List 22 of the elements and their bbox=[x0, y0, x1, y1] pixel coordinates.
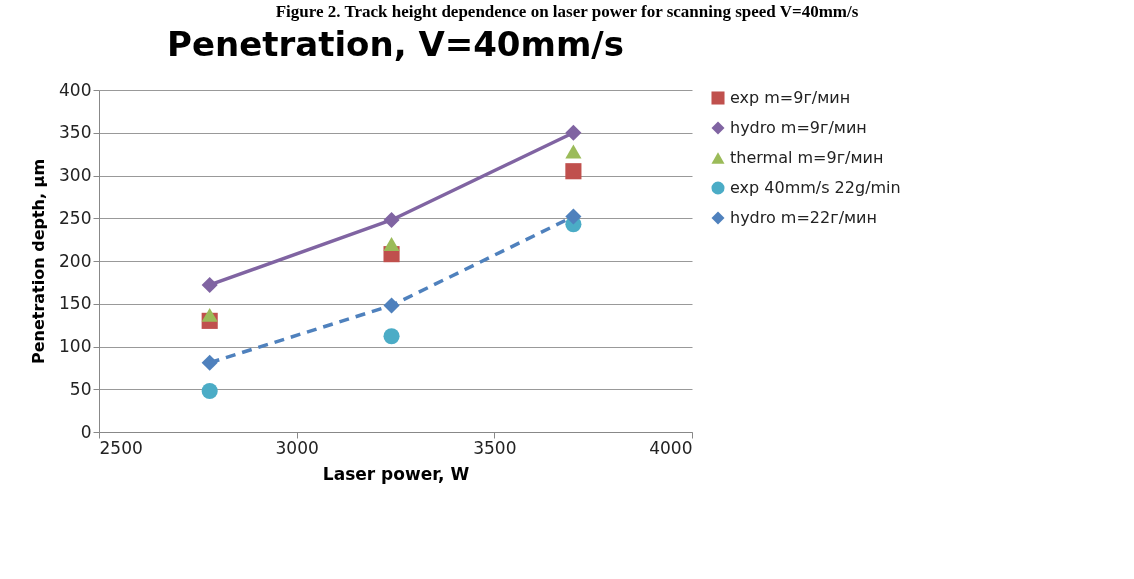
legend-label: exp m=9г/мин bbox=[730, 88, 851, 107]
legend-label: hydro m=9г/мин bbox=[730, 118, 867, 137]
legend-label: exp 40mm/s 22g/min bbox=[730, 178, 901, 197]
legend-label: hydro m=22г/мин bbox=[730, 208, 877, 227]
y-tick-label: 400 bbox=[59, 79, 92, 100]
x-tick-label: 4000 bbox=[649, 437, 693, 458]
y-tick-label: 100 bbox=[59, 336, 92, 356]
y-tick-label: 50 bbox=[69, 378, 92, 399]
legend-label: thermal m=9г/мин bbox=[730, 148, 884, 167]
caption: Figure 2. Track height dependence on laser power for scanning speed V=40mm/s bbox=[274, 2, 860, 22]
y-tick-label: 150 bbox=[59, 293, 92, 314]
x-tick-label: 3500 bbox=[473, 437, 517, 458]
y-tick-label: 0 bbox=[80, 421, 92, 442]
y-tick-label: 300 bbox=[59, 165, 92, 185]
y-axis-title: Penetration depth, µm bbox=[29, 158, 49, 365]
y-tick-label: 200 bbox=[59, 250, 92, 271]
x-tick-label: 2500 bbox=[99, 437, 143, 458]
chart-title: Penetration, V=40mm/s bbox=[166, 24, 625, 64]
y-tick-label: 350 bbox=[59, 122, 92, 143]
y-tick-label: 250 bbox=[59, 207, 92, 228]
x-tick-label: 3000 bbox=[275, 437, 319, 458]
x-axis-title: Laser power, W bbox=[322, 463, 470, 484]
